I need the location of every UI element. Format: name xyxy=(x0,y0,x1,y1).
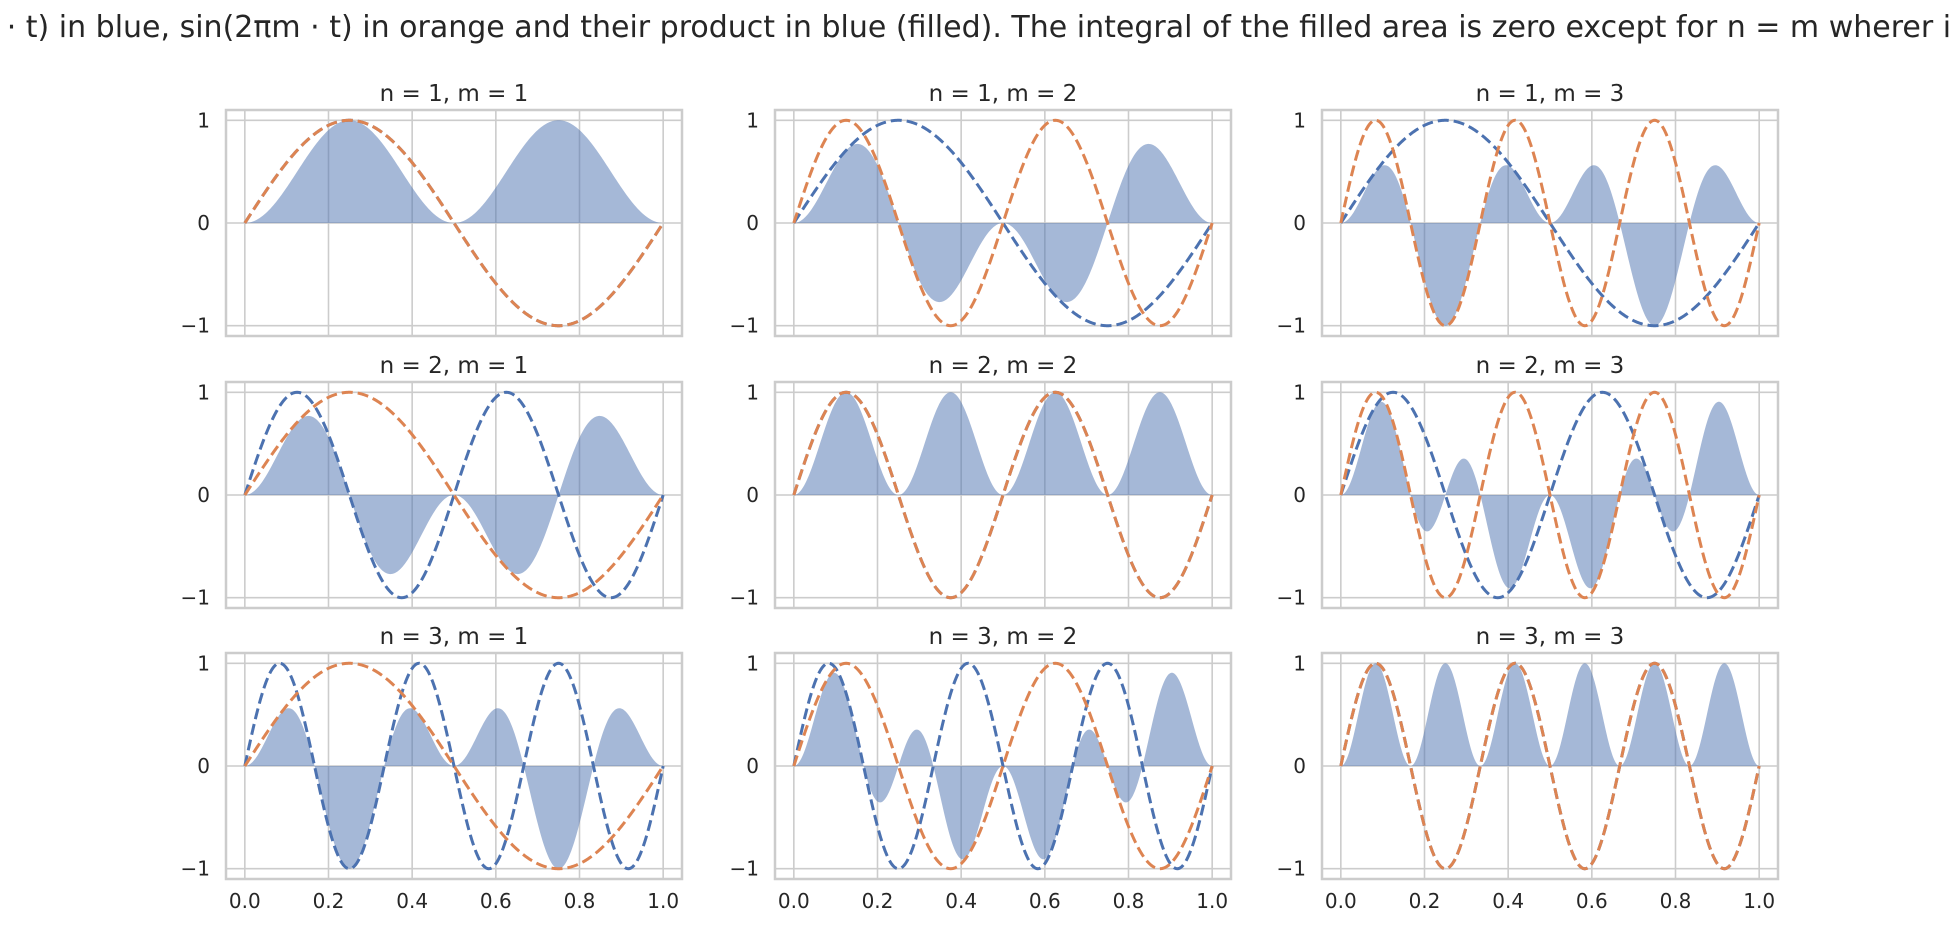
x-tick-label: 0.8 xyxy=(1660,889,1692,913)
product-fill-area xyxy=(244,415,664,575)
y-tick-label: −1 xyxy=(730,857,759,881)
x-tick-label: 0.4 xyxy=(396,889,428,913)
y-tick-label: −1 xyxy=(181,857,210,881)
subplot-n1-m2: n = 1, m = 2 1 0 −1 xyxy=(730,81,1233,338)
subplot-n2-m3: n = 2, m = 3 1 0 −1 xyxy=(1277,353,1780,610)
subplot-n1-m1: n = 1, m = 1 1 0 −1 xyxy=(181,81,684,338)
y-tick-label: 1 xyxy=(1293,380,1306,404)
axes-frame xyxy=(773,651,1233,881)
series-line-sin-n xyxy=(1339,118,1761,328)
x-tick-label: 1.0 xyxy=(1743,889,1775,913)
y-tick-label: 0 xyxy=(746,483,759,507)
x-tick-label: 0.2 xyxy=(1409,889,1441,913)
y-tick-label: 0 xyxy=(197,211,210,235)
axes-frame xyxy=(773,380,1233,610)
x-tick-label: 0.6 xyxy=(1029,889,1061,913)
x-tick-label: 0.8 xyxy=(564,889,596,913)
series-line-sin-m xyxy=(1339,390,1761,600)
y-tick-label: −1 xyxy=(730,586,759,610)
y-tick-label: −1 xyxy=(1277,314,1306,338)
series-line-sin-n xyxy=(792,661,1214,871)
subplot-n2-m1: n = 2, m = 1 1 0 −1 xyxy=(181,353,684,610)
axes-frame xyxy=(224,380,684,610)
x-tick-label: 1.0 xyxy=(1196,889,1228,913)
series-line-sin-m xyxy=(792,118,1214,328)
product-fill-area xyxy=(1340,663,1760,766)
y-tick-label: 0 xyxy=(197,754,210,778)
axes-frame xyxy=(224,651,684,881)
x-tick-label: 0.0 xyxy=(229,889,261,913)
product-fill-area xyxy=(793,143,1213,303)
subplot-n3-m3: n = 3, m = 3 1 0 −1 0.0 0.2 0.4 0.6 0.8 1.0 xyxy=(1277,624,1780,913)
y-tick-label: −1 xyxy=(181,314,210,338)
y-tick-label: 0 xyxy=(746,754,759,778)
series-line-sin-m xyxy=(243,390,665,600)
subplot-title: n = 1, m = 2 xyxy=(929,81,1078,107)
series-line-sin-m xyxy=(243,118,665,328)
series-line-sin-m xyxy=(1339,661,1761,871)
subplot-n3-m2: n = 3, m = 2 1 0 −1 0.0 0.2 0.4 0.6 0.8 1.0 xyxy=(730,624,1233,913)
axes-frame xyxy=(1320,380,1780,610)
x-tick-label: 0.2 xyxy=(313,889,345,913)
y-tick-label: −1 xyxy=(1277,586,1306,610)
series-line-sin-m xyxy=(1339,118,1761,328)
product-fill-area xyxy=(1340,165,1760,326)
series-line-sin-m xyxy=(792,390,1214,600)
series-line-sin-m xyxy=(243,661,665,871)
y-tick-label: −1 xyxy=(730,314,759,338)
y-tick-label: 1 xyxy=(197,380,210,404)
subplot-title: n = 2, m = 2 xyxy=(929,353,1078,379)
series-line-sin-n xyxy=(1339,390,1761,600)
x-tick-label: 0.0 xyxy=(1325,889,1357,913)
subplot-title: n = 1, m = 3 xyxy=(1476,81,1625,107)
y-tick-label: 0 xyxy=(1293,483,1306,507)
subplot-grid: n = 1, m = 110−1n = 1, m = 210−1n = 1, m… xyxy=(181,81,1780,913)
axes-frame xyxy=(773,108,1233,338)
subplot-title: n = 2, m = 3 xyxy=(1476,353,1625,379)
y-tick-label: 1 xyxy=(746,380,759,404)
subplot-title: n = 3, m = 1 xyxy=(380,624,529,650)
x-tick-label: 0.8 xyxy=(1113,889,1145,913)
y-tick-label: 1 xyxy=(746,108,759,132)
subplot-title: n = 1, m = 1 xyxy=(380,81,529,107)
x-tick-label: 0.6 xyxy=(1576,889,1608,913)
axes-frame xyxy=(224,108,684,338)
y-tick-label: 0 xyxy=(1293,754,1306,778)
axes-frame xyxy=(1320,651,1780,881)
y-tick-label: 0 xyxy=(197,483,210,507)
y-tick-label: 0 xyxy=(746,211,759,235)
product-fill-area xyxy=(244,120,664,223)
subplot-n1-m3: n = 1, m = 3 1 0 −1 xyxy=(1277,81,1780,338)
series-line-sin-n xyxy=(792,118,1214,328)
y-tick-label: 1 xyxy=(197,108,210,132)
x-tick-label: 0.4 xyxy=(945,889,977,913)
x-tick-label: 0.4 xyxy=(1492,889,1524,913)
series-line-sin-n xyxy=(243,390,665,600)
axes-frame xyxy=(1320,108,1780,338)
subplot-n2-m2: n = 2, m = 2 1 0 −1 xyxy=(730,353,1233,610)
y-tick-label: −1 xyxy=(181,586,210,610)
x-tick-label: 0.2 xyxy=(862,889,894,913)
series-line-sin-m xyxy=(792,661,1214,871)
x-tick-label: 0.0 xyxy=(778,889,810,913)
product-fill-area xyxy=(793,392,1213,495)
subplot-n3-m1: n = 3, m = 1 1 0 −1 0.0 0.2 0.4 0.6 0.8 1.0 xyxy=(181,624,684,913)
x-tick-label: 1.0 xyxy=(647,889,679,913)
y-tick-label: 0 xyxy=(1293,211,1306,235)
y-tick-label: −1 xyxy=(1277,857,1306,881)
y-tick-label: 1 xyxy=(197,651,210,675)
figure-suptitle: sin(2πn · t) in blue, sin(2πm · t) in or… xyxy=(0,10,1951,45)
y-tick-label: 1 xyxy=(746,651,759,675)
subplot-title: n = 3, m = 2 xyxy=(929,624,1078,650)
subplot-title: n = 3, m = 3 xyxy=(1476,624,1625,650)
x-tick-label: 0.6 xyxy=(480,889,512,913)
y-tick-label: 1 xyxy=(1293,651,1306,675)
product-fill-area xyxy=(244,708,664,869)
y-tick-label: 1 xyxy=(1293,108,1306,132)
series-line-sin-n xyxy=(243,661,665,871)
subplot-title: n = 2, m = 1 xyxy=(380,353,529,379)
